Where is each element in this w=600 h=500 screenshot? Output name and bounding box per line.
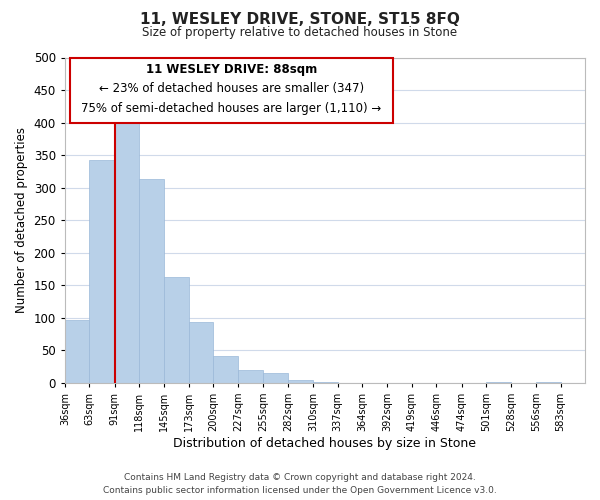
Bar (65, 320, 89, 383)
Text: ← 23% of detached houses are smaller (347): ← 23% of detached houses are smaller (34… (99, 82, 364, 95)
Text: 11, WESLEY DRIVE, STONE, ST15 8FQ: 11, WESLEY DRIVE, STONE, ST15 8FQ (140, 12, 460, 28)
Bar (313, 382, 338, 383)
Bar (288, 380, 313, 383)
Bar (164, 277, 189, 383)
Text: 75% of semi-detached houses are larger (1,110) →: 75% of semi-detached houses are larger (… (81, 102, 382, 115)
Bar (89, 160, 115, 383)
Text: Size of property relative to detached houses in Stone: Size of property relative to detached ho… (142, 26, 458, 39)
X-axis label: Distribution of detached houses by size in Stone: Distribution of detached houses by size … (173, 437, 476, 450)
Bar (115, 116, 139, 383)
Text: Contains HM Land Registry data © Crown copyright and database right 2024.: Contains HM Land Registry data © Crown c… (124, 474, 476, 482)
Y-axis label: Number of detached properties: Number of detached properties (15, 127, 28, 313)
Bar (486, 382, 511, 383)
Bar (214, 356, 238, 383)
Text: Contains public sector information licensed under the Open Government Licence v3: Contains public sector information licen… (103, 486, 497, 495)
Bar (189, 322, 214, 383)
Text: 11 WESLEY DRIVE: 88sqm: 11 WESLEY DRIVE: 88sqm (146, 62, 317, 76)
Bar (139, 179, 164, 383)
Bar (238, 370, 263, 383)
Bar (263, 373, 288, 383)
Bar (536, 382, 560, 383)
